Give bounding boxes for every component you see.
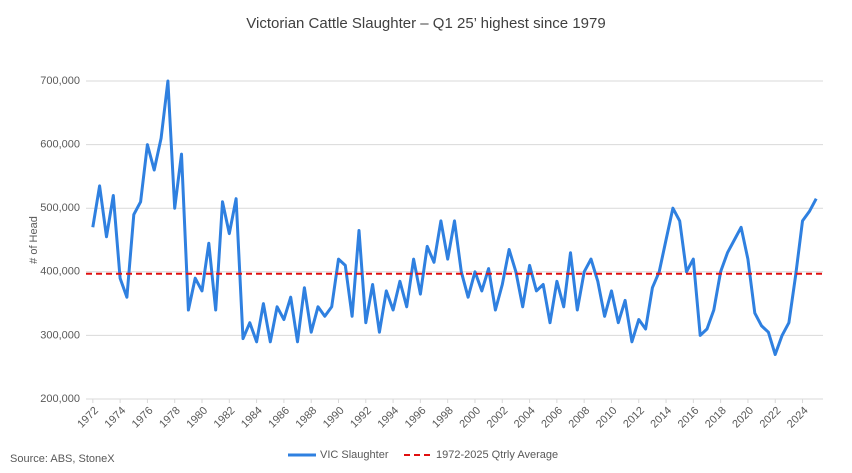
x-tick-label: 1992 [348, 405, 374, 431]
x-tick-label: 2010 [594, 405, 620, 431]
x-tick-label: 2008 [567, 405, 593, 431]
x-tick-label: 1994 [375, 405, 401, 431]
x-tick-label: 2004 [512, 405, 538, 431]
x-tick-label: 1984 [239, 405, 265, 431]
chart-title: Victorian Cattle Slaughter – Q1 25’ high… [246, 15, 605, 32]
y-tick-label: 200,000 [40, 393, 80, 405]
x-tick-label: 1986 [266, 405, 292, 431]
x-tick-label: 1982 [212, 405, 238, 431]
x-tick-label: 1998 [430, 405, 456, 431]
x-tick-label: 1974 [102, 405, 128, 431]
y-tick-label: 500,000 [40, 202, 80, 214]
x-tick-label: 1980 [184, 405, 210, 431]
x-tick-label: 1990 [321, 405, 347, 431]
x-tick-label: 2014 [648, 405, 674, 431]
data-line [91, 79, 818, 356]
y-tick-label: 600,000 [40, 139, 80, 151]
x-tick-label: 2022 [758, 405, 784, 431]
x-tick-label: 1988 [294, 405, 320, 431]
x-tick-label: 1976 [130, 405, 156, 431]
x-tick-label: 2006 [539, 405, 565, 431]
x-tick-label: 1978 [157, 405, 183, 431]
y-tick-label: 400,000 [40, 266, 80, 278]
y-tick-label: 700,000 [40, 75, 80, 87]
x-tick-label: 2000 [457, 405, 483, 431]
x-tick-label: 2012 [621, 405, 647, 431]
x-tick-label: 1972 [75, 405, 101, 431]
x-tick-label: 1996 [403, 405, 429, 431]
x-tick-label: 2002 [485, 405, 511, 431]
x-tick-label: 2024 [785, 405, 811, 431]
x-tick-label: 2020 [730, 405, 756, 431]
legend-label: 1972-2025 Qtrly Average [436, 449, 558, 461]
y-axis-label: # of Head [28, 216, 40, 264]
x-tick-label: 2016 [676, 405, 702, 431]
y-tick-label: 300,000 [40, 329, 80, 341]
source: Source: ABS, StoneX [10, 453, 115, 465]
x-tick-label: 2018 [703, 405, 729, 431]
legend-label: VIC Slaughter [320, 449, 389, 461]
